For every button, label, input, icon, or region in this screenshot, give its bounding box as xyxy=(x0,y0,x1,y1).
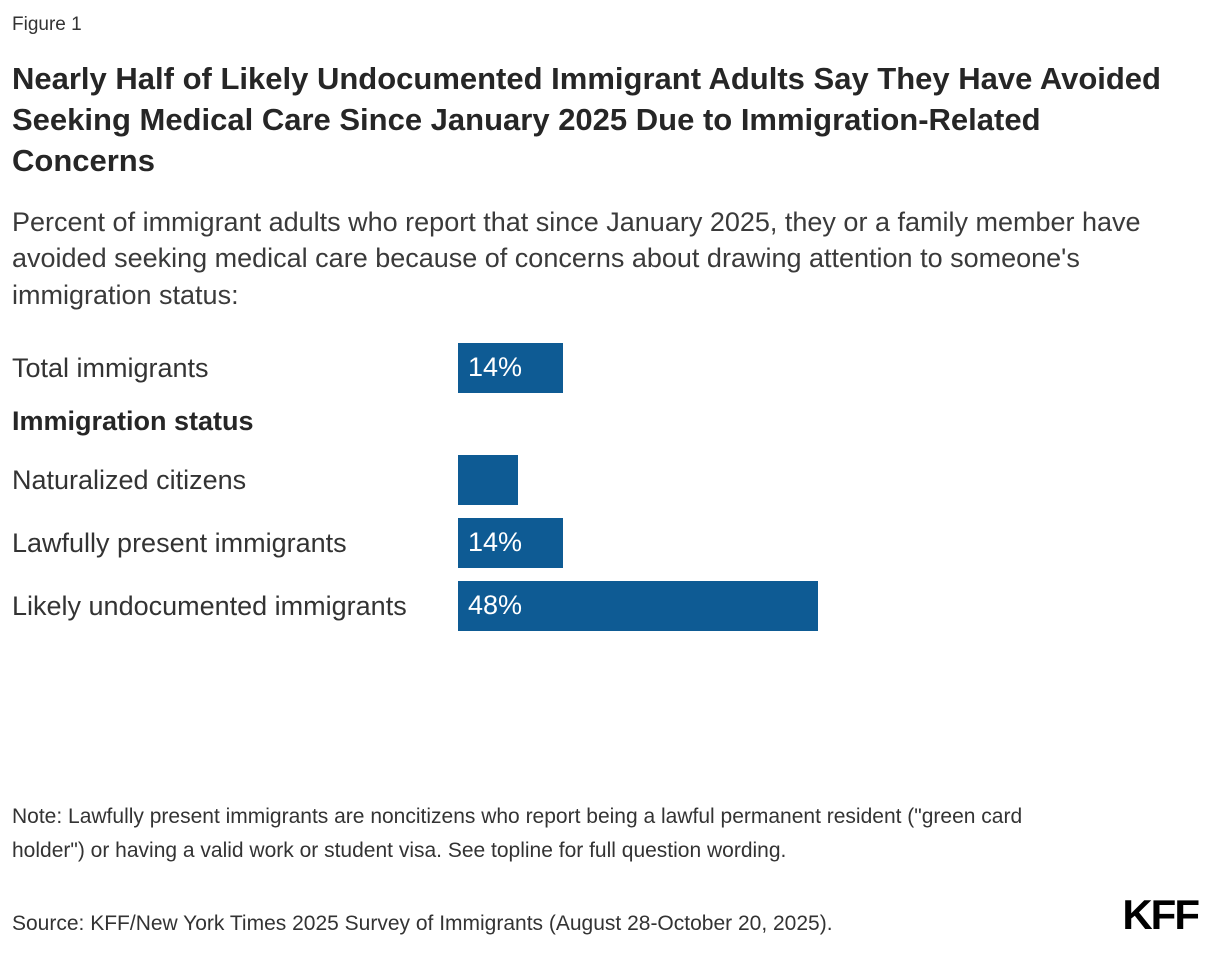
bar-lawfully-present-immigrants: 14% xyxy=(458,517,563,568)
chart-row-naturalized-citizens: Naturalized citizens xyxy=(12,454,1192,505)
row-label: Likely undocumented immigrants xyxy=(12,590,407,621)
chart-subtitle: Percent of immigrant adults who report t… xyxy=(12,206,1141,310)
row-label: Naturalized citizens xyxy=(12,464,247,495)
row-label: Total immigrants xyxy=(12,352,209,383)
bar-total-immigrants: 14% xyxy=(458,342,563,393)
bar-value-label: 48% xyxy=(468,590,523,621)
chart-row-likely-undocumented-immigrants: Likely undocumented immigrants 48% xyxy=(12,580,1192,631)
chart-title: Nearly Half of Likely Undocumented Immig… xyxy=(12,61,1161,179)
bar-value-label: 14% xyxy=(468,352,523,383)
note-text: Note: Lawfully present immigrants are no… xyxy=(12,805,1023,862)
chart-row-lawfully-present-immigrants: Lawfully present immigrants 14% xyxy=(12,517,1192,568)
source-text: Source: KFF/New York Times 2025 Survey o… xyxy=(12,912,833,935)
figure-label: Figure 1 xyxy=(12,14,82,35)
kff-logo: KFF xyxy=(1122,891,1200,938)
chart-row-total-immigrants: Total immigrants 14% xyxy=(12,342,1192,393)
row-label: Lawfully present immigrants xyxy=(12,527,347,558)
bar-likely-undocumented-immigrants: 48% xyxy=(458,580,818,631)
bar-chart: Total immigrants 14% Immigration status … xyxy=(12,342,1192,631)
bar-value-label: 14% xyxy=(468,527,523,558)
section-header-immigration-status: Immigration status xyxy=(12,405,254,436)
bar-naturalized-citizens xyxy=(458,454,518,505)
